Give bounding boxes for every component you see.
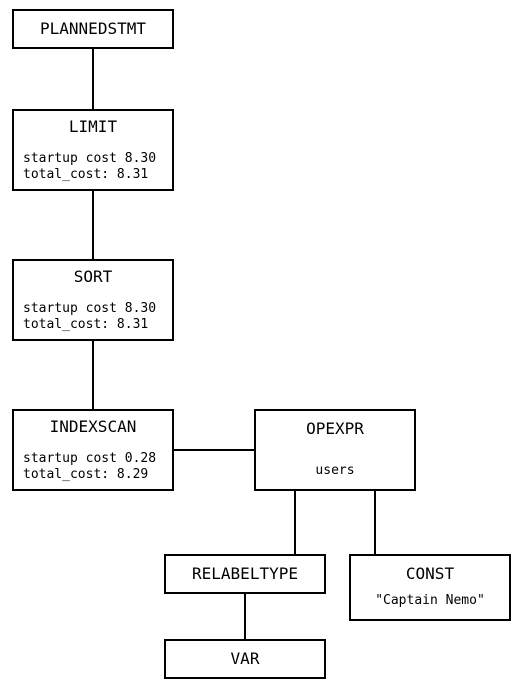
node-line1: startup cost 8.30 xyxy=(23,301,156,316)
node-opexpr: OPEXPR users xyxy=(255,410,415,490)
node-sort: SORT startup cost 8.30total_cost: 8.31 xyxy=(13,260,173,340)
node-title: SORT xyxy=(74,267,113,286)
node-line2: total_cost: 8.29 xyxy=(23,467,148,482)
node-subtitle: "Captain Nemo" xyxy=(375,593,485,608)
node-title: VAR xyxy=(231,649,260,668)
node-title: OPEXPR xyxy=(306,419,364,438)
node-var: VAR xyxy=(165,640,325,678)
node-subtitle: users xyxy=(315,463,354,478)
node-relabeltype: RELABELTYPE xyxy=(165,555,325,593)
node-line2: total_cost: 8.31 xyxy=(23,317,148,332)
node-title: RELABELTYPE xyxy=(192,564,298,583)
node-title: LIMIT xyxy=(69,117,118,136)
node-line1: startup cost 0.28 xyxy=(23,451,156,466)
node-line1: startup cost 8.30 xyxy=(23,151,156,166)
node-title: CONST xyxy=(406,564,455,583)
node-limit: LIMIT startup cost 8.30total_cost: 8.31 xyxy=(13,110,173,190)
node-plannedstmt: PLANNEDSTMT xyxy=(13,10,173,48)
node-title: PLANNEDSTMT xyxy=(40,19,146,38)
node-indexscan: INDEXSCAN startup cost 0.28total_cost: 8.… xyxy=(13,410,173,490)
node-const: CONST "Captain Nemo" xyxy=(350,555,510,620)
node-title: INDEXSCAN xyxy=(50,417,137,436)
node-line2: total_cost: 8.31 xyxy=(23,167,148,182)
